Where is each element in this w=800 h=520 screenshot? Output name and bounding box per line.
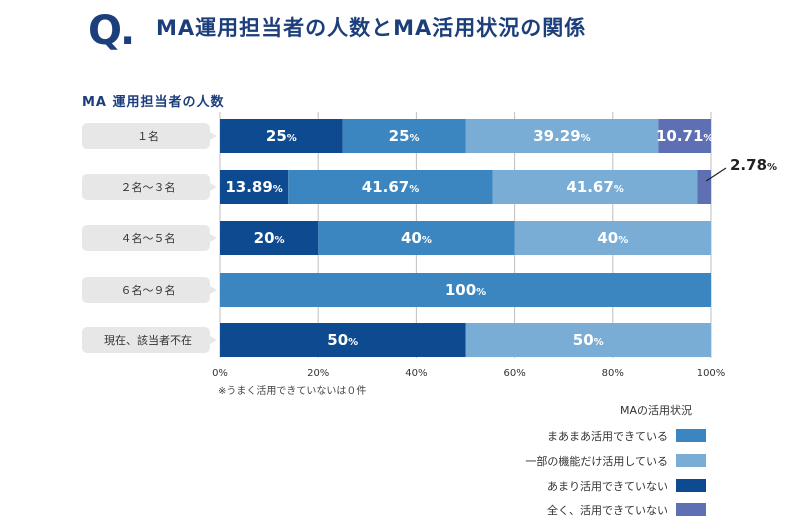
data-label: 50% <box>573 331 604 349</box>
x-tick-label: 100% <box>697 368 726 379</box>
x-tick-label: 80% <box>602 368 624 379</box>
data-label: 41.67% <box>362 178 419 196</box>
legend-label: 一部の機能だけ活用している <box>525 455 668 468</box>
legend-swatch <box>676 429 706 442</box>
bar-segment <box>465 119 659 153</box>
callout-line <box>705 167 727 182</box>
bar-segment <box>465 323 711 357</box>
bar-segment <box>220 323 466 357</box>
category-label: ２名〜３名 <box>121 180 176 194</box>
bar-segment <box>288 170 493 204</box>
data-label: 25% <box>389 127 420 145</box>
legend-label: 全く、活用できていない <box>547 504 668 517</box>
legend-label: あまり活用できていない <box>547 480 668 493</box>
data-label: 13.89% <box>225 178 282 196</box>
question-mark: Q. <box>88 8 135 54</box>
legend-swatch <box>676 479 706 492</box>
category-label-box <box>82 225 217 251</box>
x-tick-label: 60% <box>503 368 525 379</box>
category-label: ６名〜９名 <box>121 283 176 297</box>
data-label: 40% <box>401 229 432 247</box>
bar-segment <box>514 221 711 255</box>
data-label: 25% <box>266 127 297 145</box>
category-label-box <box>82 327 217 353</box>
bar-segment <box>342 119 466 153</box>
data-label: 20% <box>254 229 285 247</box>
legend-swatch <box>676 503 706 516</box>
x-tick-label: 0% <box>212 368 228 379</box>
bar-segment <box>220 273 711 307</box>
callout-label: 2.78% <box>730 156 777 174</box>
legend-swatch <box>676 454 706 467</box>
category-label-box <box>82 123 217 149</box>
x-tick-label: 20% <box>307 368 329 379</box>
data-label: 39.29% <box>533 127 590 145</box>
chart-title: MA 運用担当者の人数 <box>82 95 225 110</box>
category-label-box <box>82 277 217 303</box>
bar-segment <box>492 170 698 204</box>
bar-segment <box>220 221 319 255</box>
bar-segment <box>697 170 712 204</box>
legend-title: MAの活用状況 <box>620 404 693 417</box>
category-label: １名 <box>137 129 159 143</box>
data-label: 40% <box>597 229 628 247</box>
page-title: MA運用担当者の人数とMA活用状況の関係 <box>156 16 587 40</box>
bar-segment <box>220 119 343 153</box>
bar-segment <box>318 221 515 255</box>
legend-label: まあまあ活用できている <box>547 430 668 443</box>
category-label: 現在、該当者不在 <box>104 333 192 347</box>
footnote: ※うまく活用できていないは０件 <box>218 386 367 397</box>
bar-segment <box>220 170 289 204</box>
data-label: 41.67% <box>566 178 623 196</box>
bar-segment <box>658 119 711 153</box>
data-label: 10.71% <box>656 127 713 145</box>
category-label-box <box>82 174 217 200</box>
data-label: 50% <box>327 331 358 349</box>
category-label: ４名〜５名 <box>121 231 176 245</box>
x-tick-label: 40% <box>405 368 427 379</box>
data-label: 100% <box>445 281 486 299</box>
